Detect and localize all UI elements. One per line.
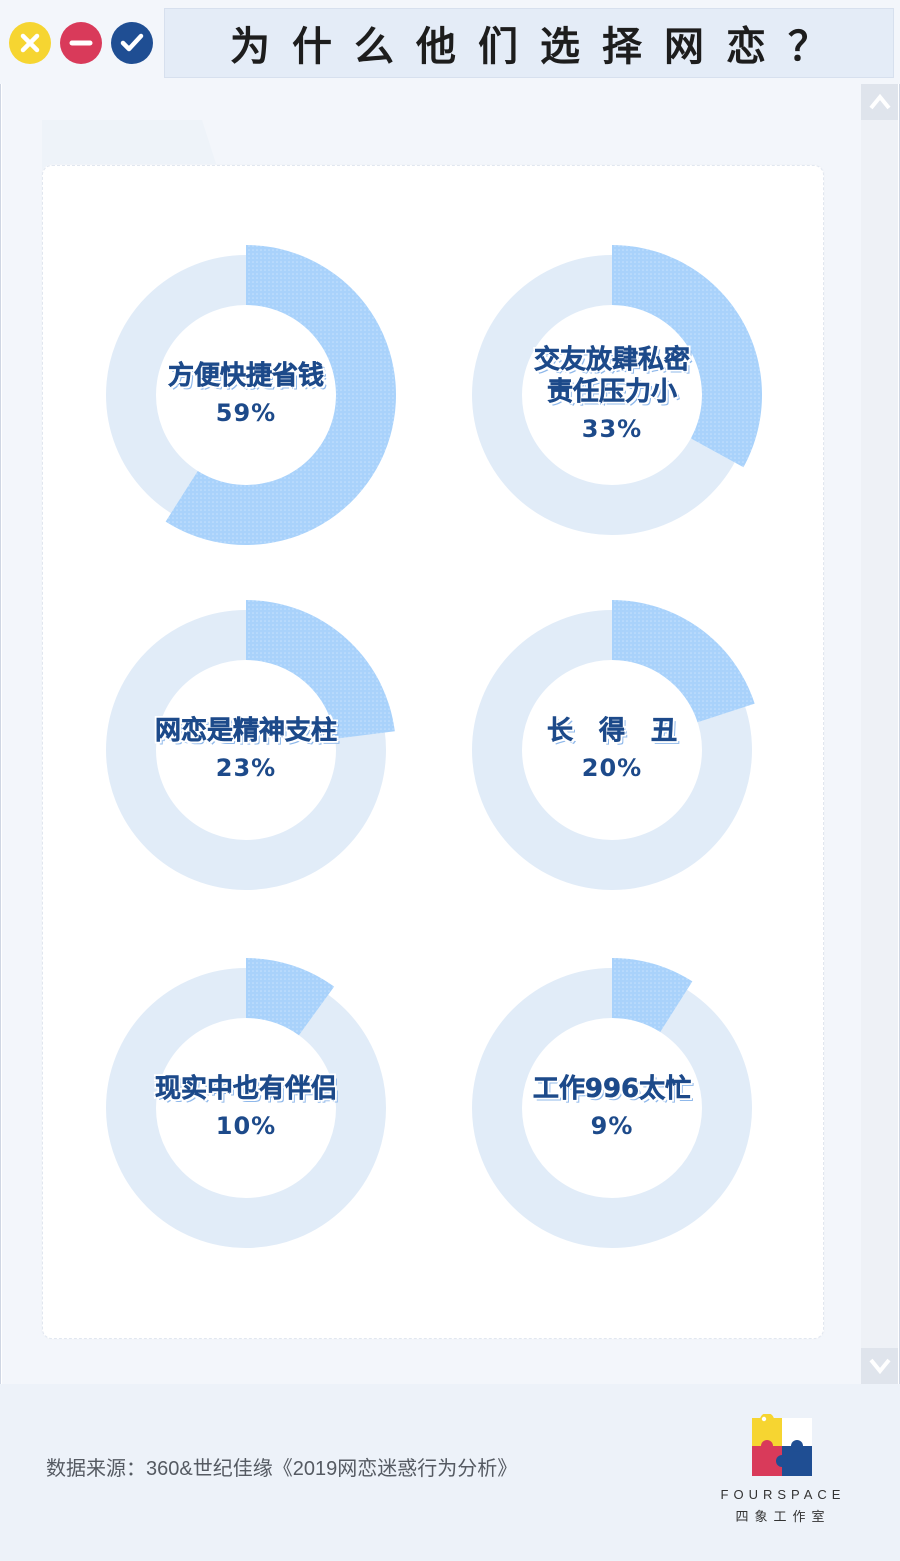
donut-value-arc <box>246 958 335 1036</box>
puzzle-logo-icon <box>752 1414 812 1476</box>
donut-chart-1: 方便快捷省钱 59% <box>96 245 396 545</box>
donut-ring <box>106 245 396 545</box>
minimize-icon <box>69 40 93 46</box>
donut-value-arc <box>246 600 395 739</box>
chart-value: 33% <box>581 415 643 443</box>
page-title: 为什么他们选择网恋？ <box>230 24 850 70</box>
minimize-button[interactable] <box>60 22 102 64</box>
chart-value: 59% <box>215 399 277 427</box>
confirm-button[interactable] <box>111 22 153 64</box>
donut-ring <box>472 245 762 535</box>
folder-tab <box>42 120 218 170</box>
title-box: 为什么他们选择网恋？ <box>164 8 894 78</box>
chart-panel <box>42 165 824 1339</box>
chart-value: 20% <box>581 754 643 782</box>
logo-name: FOURSPACE <box>720 1487 846 1502</box>
chart-label: 现实中也有伴侣 <box>154 1074 338 1105</box>
title-bar: 为什么他们选择网恋？ <box>0 0 900 84</box>
donut-chart-4: 长 得 丑 20% <box>462 600 762 900</box>
donut-value-arc <box>612 958 693 1033</box>
logo-subtitle: 四象工作室 <box>735 1510 831 1525</box>
donut-ring <box>106 600 395 890</box>
scroll-down-button[interactable] <box>861 1348 898 1384</box>
chart-value: 10% <box>215 1112 277 1140</box>
donut-chart-6: 工作996太忙 9% <box>462 958 762 1258</box>
donut-value-arc <box>165 245 396 545</box>
donut-ring <box>106 958 386 1248</box>
chart-value: 9% <box>590 1112 634 1140</box>
chart-label: 工作996太忙 <box>532 1074 692 1105</box>
close-icon <box>20 33 40 53</box>
donut-chart-3: 网恋是精神支柱 23% <box>96 600 396 900</box>
chart-label: 方便快捷省钱 <box>167 361 325 392</box>
chart-value: 23% <box>215 754 277 782</box>
close-button[interactable] <box>9 22 51 64</box>
chart-label: 长 得 丑 <box>546 716 678 747</box>
footer <box>0 1384 900 1561</box>
donut-ring <box>472 600 755 890</box>
data-source: 数据来源：360&世纪佳缘《2019网恋迷惑行为分析》 <box>46 1458 518 1480</box>
chart-label: 交友放肆私密 责任压力小 <box>533 345 691 408</box>
donut-ring <box>472 958 752 1248</box>
donut-chart-2: 交友放肆私密 责任压力小 33% <box>462 245 762 545</box>
scrollbar[interactable] <box>861 84 898 1384</box>
chevron-up-icon <box>868 94 891 110</box>
chevron-down-icon <box>868 1358 891 1374</box>
donut-chart-5: 现实中也有伴侣 10% <box>96 958 396 1258</box>
chart-label: 网恋是精神支柱 <box>154 716 338 747</box>
check-icon <box>120 33 144 52</box>
donut-value-arc <box>612 245 762 468</box>
scroll-up-button[interactable] <box>861 84 898 120</box>
donut-value-arc <box>612 600 755 723</box>
